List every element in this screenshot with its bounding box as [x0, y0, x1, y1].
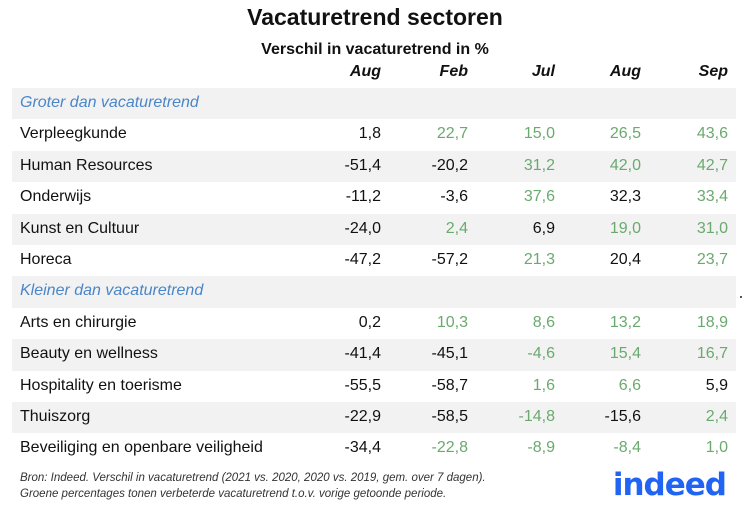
sector-label: Thuiszorg	[20, 407, 91, 425]
value-cell: -4,6	[527, 345, 555, 363]
table-row: Beveiliging en openbare veiligheid -34,4 -…	[12, 433, 736, 464]
value-cell: -15,6	[604, 407, 641, 425]
value-cell: 33,4	[696, 188, 728, 206]
table-row: Horeca -47,2 -57,2 21,3 20,4 23,7	[12, 245, 736, 276]
value-cell: -58,7	[431, 376, 468, 394]
table-row: Human Resources -51,4 -20,2 31,2 42,0 42,7	[12, 150, 736, 183]
column-header: Jul	[531, 63, 555, 80]
stray-dot	[740, 296, 742, 298]
column-header: Feb	[439, 63, 468, 80]
value-cell: 1,0	[705, 439, 728, 457]
value-cell: 2,4	[445, 219, 468, 237]
value-cell: 2,4	[705, 407, 728, 425]
value-cell: -41,4	[344, 345, 381, 363]
value-cell: 1,6	[532, 376, 555, 394]
value-cell: -51,4	[344, 156, 381, 174]
value-cell: 1,8	[358, 125, 381, 143]
value-cell: 42,7	[696, 156, 728, 174]
value-cell: -3,6	[440, 188, 468, 206]
value-cell: 6,6	[618, 376, 641, 394]
chart-subtitle: Verschil in vacaturetrend in %	[261, 41, 489, 58]
data-table: Groter dan vacaturetrend Verpleegkunde 1,8…	[12, 88, 736, 465]
value-cell: 43,6	[696, 125, 728, 143]
value-cell: -45,1	[431, 345, 468, 363]
value-cell: 0,2	[358, 313, 381, 331]
value-cell: -8,4	[613, 439, 641, 457]
value-cell: -34,4	[344, 439, 381, 457]
value-cell: 15,4	[609, 345, 641, 363]
group-label: Kleiner dan vacaturetrend	[20, 282, 204, 300]
value-cell: -58,5	[431, 407, 468, 425]
value-cell: 37,6	[523, 188, 555, 206]
sector-label: Onderwijs	[20, 188, 92, 206]
value-cell: -8,9	[527, 439, 555, 457]
table-row: Verpleegkunde 1,8 22,7 15,0 26,5 43,6	[12, 119, 736, 150]
value-cell: 20,4	[609, 250, 641, 268]
column-header: Aug	[609, 63, 641, 80]
column-header-row: Aug Feb Jul Aug Sep	[0, 63, 750, 85]
value-cell: 5,9	[705, 376, 728, 394]
sector-label: Verpleegkunde	[20, 125, 127, 143]
value-cell: -57,2	[431, 250, 468, 268]
column-header: Aug	[349, 63, 381, 80]
value-cell: 8,6	[532, 313, 555, 331]
table-row: Beauty en wellness -41,4 -45,1 -4,6 15,4 16,7	[12, 339, 736, 371]
footer-source: Bron: Indeed. Verschil in vacaturetrend …	[20, 472, 486, 484]
value-cell: 42,0	[609, 156, 641, 174]
footer-note: Bron: Indeed. Verschil in vacaturetrend …	[20, 470, 486, 502]
value-cell: 13,2	[609, 313, 641, 331]
value-cell: 31,2	[523, 156, 555, 174]
sector-label: Horeca	[20, 250, 72, 268]
value-cell: 32,3	[609, 188, 641, 206]
value-cell: 31,0	[696, 219, 728, 237]
sector-label: Arts en chirurgie	[20, 313, 137, 331]
value-cell: -55,5	[344, 376, 381, 394]
group-header-row: Kleiner dan vacaturetrend	[12, 276, 736, 308]
value-cell: -14,8	[518, 407, 555, 425]
value-cell: 10,3	[436, 313, 468, 331]
value-cell: 21,3	[523, 250, 555, 268]
sector-label: Human Resources	[20, 156, 153, 174]
value-cell: -24,0	[344, 219, 381, 237]
value-cell: 6,9	[532, 219, 555, 237]
table-row: Arts en chirurgie 0,2 10,3 8,6 13,2 18,9	[12, 308, 736, 339]
value-cell: -20,2	[431, 156, 468, 174]
value-cell: 23,7	[696, 250, 728, 268]
value-cell: 18,9	[696, 313, 728, 331]
sector-label: Beauty en wellness	[20, 345, 158, 363]
value-cell: 19,0	[609, 219, 641, 237]
value-cell: -11,2	[345, 188, 381, 206]
table-row: Thuiszorg -22,9 -58,5 -14,8 -15,6 2,4	[12, 401, 736, 434]
value-cell: 16,7	[696, 345, 728, 363]
table-row: Kunst en Cultuur -24,0 2,4 6,9 19,0 31,0	[12, 213, 736, 245]
group-label: Groter dan vacaturetrend	[20, 94, 199, 111]
sector-label: Beveiliging en openbare veiligheid	[20, 439, 263, 457]
value-cell: -22,8	[431, 439, 468, 457]
table-row: Onderwijs -11,2 -3,6 37,6 32,3 33,4	[12, 182, 736, 213]
group-header-row: Groter dan vacaturetrend	[12, 88, 736, 120]
value-cell: -22,9	[344, 407, 381, 425]
indeed-logo: indeed	[612, 467, 727, 503]
chart-title: Vacaturetrend sectoren	[247, 4, 503, 30]
column-header: Sep	[698, 63, 728, 80]
value-cell: 15,0	[523, 125, 555, 143]
sector-label: Hospitality en toerisme	[20, 376, 182, 394]
value-cell: 22,7	[436, 125, 468, 143]
value-cell: 26,5	[609, 125, 641, 143]
sector-label: Kunst en Cultuur	[20, 219, 140, 237]
footer-legend: Groene percentages tonen verbeterde vaca…	[20, 488, 447, 500]
table-row: Hospitality en toerisme -55,5 -58,7 1,6 6,6 5…	[12, 371, 736, 402]
value-cell: -47,2	[344, 250, 381, 268]
